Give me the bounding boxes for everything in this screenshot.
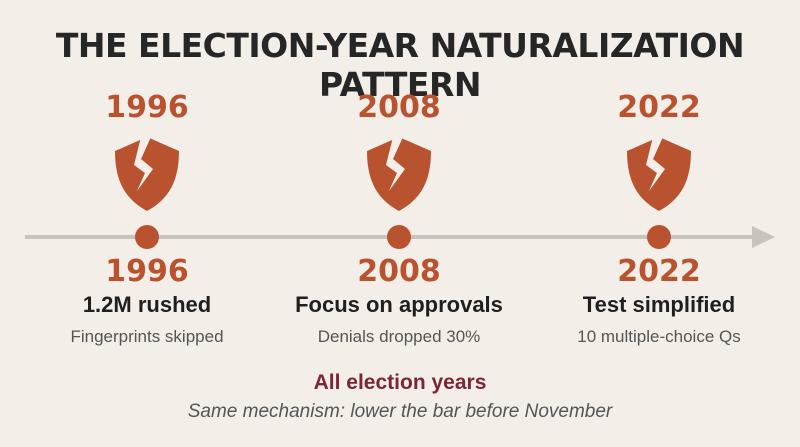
summary-title: All election years <box>313 371 487 394</box>
event-year-top: 1996 <box>105 90 189 125</box>
broken-shield-icon <box>627 137 691 211</box>
event-year-top: 2008 <box>357 90 441 125</box>
broken-shield-icon <box>367 137 431 211</box>
event-detail: Denials dropped 30% <box>317 327 481 346</box>
event-year-bottom: 2022 <box>617 254 701 289</box>
event-detail: Fingerprints skipped <box>70 327 224 346</box>
event-headline: 1.2M rushed <box>82 292 212 317</box>
event-year-bottom: 1996 <box>105 254 189 289</box>
event-headline: Test simplified <box>582 292 736 317</box>
event-year-top: 2022 <box>617 90 701 125</box>
event-headline: Focus on approvals <box>295 292 503 317</box>
timeline-marker <box>387 225 411 249</box>
timeline-marker <box>135 225 159 249</box>
page-title: THE ELECTION-YEAR NATURALIZATION PATTERN <box>55 26 745 104</box>
broken-shield-icon <box>115 137 179 211</box>
timeline <box>25 225 775 249</box>
summary-subtitle: Same mechanism: lower the bar before Nov… <box>187 401 613 422</box>
event-detail: 10 multiple-choice Qs <box>577 327 741 346</box>
event-year-bottom: 2008 <box>357 254 441 289</box>
timeline-marker <box>647 225 671 249</box>
timeline-arrow-icon <box>752 226 775 248</box>
